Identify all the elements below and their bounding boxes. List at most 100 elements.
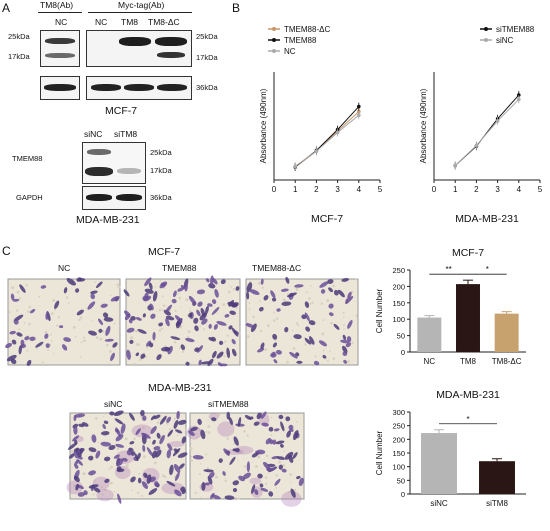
- migrated-cell: [114, 418, 124, 425]
- migrated-cell: [320, 289, 326, 294]
- migrated-cell: [140, 409, 145, 417]
- y-tick-label: 200: [392, 435, 405, 444]
- migrated-cell: [167, 443, 173, 451]
- migrated-cell: [44, 333, 49, 339]
- migrated-cell: [292, 452, 298, 459]
- membrane-pore: [343, 324, 346, 327]
- membrane-pore: [138, 472, 141, 475]
- membrane-pore: [224, 340, 227, 343]
- migrated-cell: [112, 342, 118, 348]
- migrated-cell: [63, 287, 68, 294]
- migrated-cell: [98, 328, 103, 333]
- membrane-pore: [102, 415, 104, 418]
- migrated-cell: [115, 434, 124, 442]
- migrated-cell: [98, 318, 104, 326]
- chart-title: MDA-MB-231: [436, 389, 500, 401]
- membrane-pore: [142, 426, 145, 430]
- migrated-cell: [259, 483, 264, 488]
- membrane-pore: [161, 474, 165, 478]
- migrated-cell: [103, 420, 109, 424]
- migrated-cell: [250, 323, 257, 332]
- migrated-cell: [218, 458, 223, 463]
- membrane-pore: [145, 279, 147, 281]
- bar: [417, 317, 442, 352]
- migrated-cell: [322, 355, 327, 359]
- membrane-pore: [54, 308, 56, 311]
- category-label: TM8-ΔC: [492, 357, 522, 366]
- migrated-cell: [73, 475, 80, 483]
- migrated-cell: [45, 343, 50, 349]
- membrane-pore: [56, 324, 59, 327]
- membrane-pore: [68, 302, 70, 305]
- migrated-cell: [205, 278, 210, 283]
- membrane-pore: [146, 347, 149, 349]
- bar-chart-mcf7: MCF-7 0 50 100 150 200 250 Cell Number NC TM8 TM8-…: [375, 247, 526, 366]
- migrated-cell: [63, 337, 72, 342]
- migrated-cell: [223, 448, 230, 456]
- migrated-cell: [165, 315, 175, 321]
- migrated-cell: [137, 452, 141, 460]
- membrane-pore: [326, 299, 330, 303]
- membrane-pore: [52, 298, 56, 302]
- category-label: siNC: [430, 499, 448, 508]
- membrane-pore: [124, 437, 128, 441]
- migrated-cell: [217, 362, 223, 367]
- category-label: NC: [424, 357, 436, 366]
- category-label: TM8: [460, 357, 477, 366]
- migrated-cell: [116, 468, 125, 473]
- membrane-pore: [291, 329, 294, 332]
- migrated-cell: [149, 303, 154, 311]
- migrated-cell: [262, 461, 271, 470]
- membrane-pore: [248, 302, 251, 305]
- membrane-pore: [222, 303, 226, 306]
- migrated-cell: [159, 415, 167, 425]
- migrated-cell: [170, 336, 181, 341]
- migrated-cell: [148, 488, 158, 495]
- micrograph-title-mcf7: MCF-7: [148, 246, 181, 258]
- stain-blotch: [281, 491, 302, 507]
- membrane-pore: [310, 285, 312, 287]
- migrated-cell: [123, 289, 130, 297]
- membrane-pore: [282, 298, 286, 302]
- membrane-pore: [328, 350, 331, 353]
- migrated-cell: [54, 300, 60, 309]
- migrated-cell: [130, 315, 136, 321]
- row-label-gapdh: GAPDH: [16, 193, 43, 202]
- membrane-pore: [248, 308, 251, 311]
- membrane-pore: [258, 282, 261, 285]
- migrated-cell: [135, 352, 140, 357]
- migrated-cell: [256, 412, 262, 420]
- migrated-cell: [340, 339, 349, 344]
- membrane-pore: [85, 307, 87, 309]
- data-point: [335, 130, 340, 135]
- migrated-cell: [141, 432, 151, 439]
- migrated-cell: [102, 424, 106, 430]
- x-tick-label: 0: [272, 185, 277, 194]
- x-tick-label: 0: [432, 185, 437, 194]
- x-tick-label: 2: [314, 185, 319, 194]
- membrane-pore: [254, 464, 258, 468]
- x-axis-label: MDA-MB-231: [455, 213, 519, 225]
- membrane-pore: [36, 348, 38, 350]
- membrane-pore: [161, 295, 164, 298]
- migrated-cell: [333, 323, 340, 330]
- membrane-pore: [290, 481, 292, 484]
- migrated-cell: [341, 277, 350, 282]
- membrane-pore: [158, 308, 162, 312]
- membrane-pore: [311, 301, 314, 304]
- migrated-cell: [228, 416, 233, 426]
- y-tick-label: 150: [392, 299, 405, 308]
- membrane-pore: [49, 333, 52, 336]
- micrograph-label-sinc: siNC: [104, 399, 123, 409]
- membrane-pore: [160, 327, 164, 330]
- legend-marker: [272, 49, 276, 53]
- migrated-cell: [153, 414, 161, 420]
- panel-label-a: A: [2, 1, 11, 15]
- membrane-pore: [330, 321, 333, 325]
- migrated-cell: [235, 447, 240, 453]
- membrane-pore: [83, 339, 86, 343]
- mw-marker-17-left: 17kDa: [8, 52, 30, 61]
- migrated-cell: [5, 342, 13, 349]
- migrated-cell: [128, 447, 134, 452]
- migrated-cell: [129, 441, 135, 445]
